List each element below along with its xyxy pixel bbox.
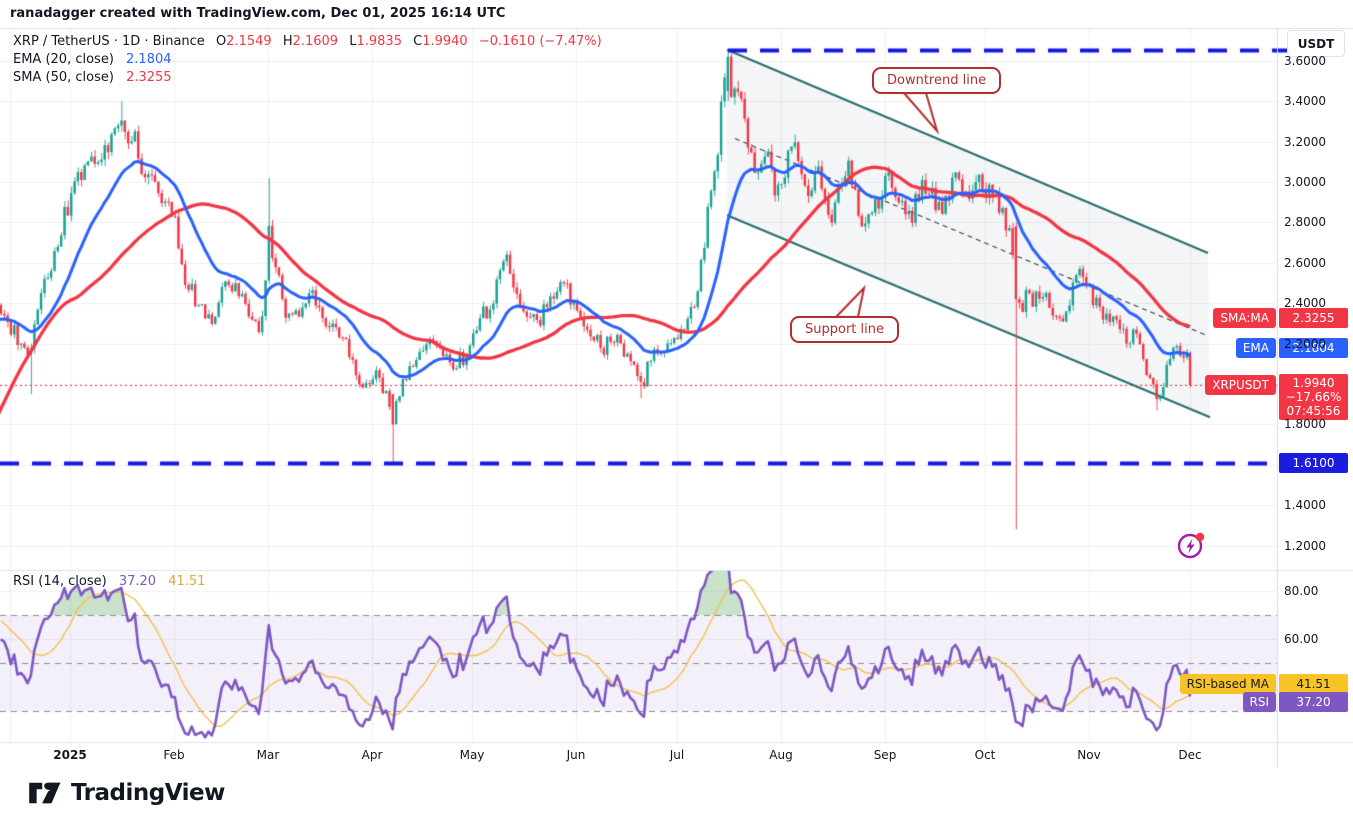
rsi-ma-value: 41.51 xyxy=(168,574,206,589)
ema-axis-chip: 2.1804 xyxy=(1279,338,1348,358)
rsi-tick-label: 60.00 xyxy=(1284,632,1319,646)
open-label: O xyxy=(215,34,227,49)
ema-label: EMA (20, close) xyxy=(13,52,114,67)
change-value: −0.1610 (−7.47%) xyxy=(478,34,602,49)
symbol-legend-row[interactable]: XRP / TetherUS · 1D · Binance O2.1549 H2… xyxy=(13,33,602,51)
rsi-axis-flag: RSI xyxy=(1242,692,1276,712)
support-level-axis-chip: 1.6100 xyxy=(1279,453,1348,473)
price-tick-label: 1.8000 xyxy=(1284,417,1326,432)
sma-axis-chip: 2.3255 xyxy=(1279,308,1348,328)
change-percent: −17.66% xyxy=(1285,390,1342,404)
rsi-tick-label: 80.00 xyxy=(1284,584,1319,598)
downtrend-line-callout[interactable]: Downtrend line xyxy=(872,67,1002,94)
low-value: 1.9835 xyxy=(356,34,402,49)
sma-value: 2.3255 xyxy=(126,70,172,85)
support-line-callout[interactable]: Support line xyxy=(790,316,899,343)
time-tick-aug: Aug xyxy=(769,748,793,762)
price-tick-label: 3.0000 xyxy=(1284,175,1326,189)
symbol-axis-flag: XRPUSDT xyxy=(1205,375,1276,395)
ema-value: 2.1804 xyxy=(126,52,172,67)
tradingview-logo[interactable]: TradingView xyxy=(28,780,225,806)
close-label: C xyxy=(413,34,423,49)
price-tick-label: 2.8000 xyxy=(1284,215,1326,230)
price-tick-label: 2.2000 xyxy=(1284,336,1326,351)
price-tick-label: 2.4000 xyxy=(1284,296,1326,311)
time-tick-apr: Apr xyxy=(361,748,383,762)
symbol-title: XRP / TetherUS · 1D · Binance xyxy=(13,34,205,49)
time-tick-jun: Jun xyxy=(566,748,586,762)
tradingview-logo-text: TradingView xyxy=(71,780,225,806)
rsi-value: 37.20 xyxy=(118,574,157,589)
time-tick-dec: Dec xyxy=(1178,748,1202,762)
sma-legend-row[interactable]: SMA (50, close) 2.3255 xyxy=(13,69,602,87)
price-tick-label: 3.2000 xyxy=(1284,134,1326,149)
tradingview-logo-mark xyxy=(28,780,62,806)
attribution-text: ranadagger created with TradingView.com,… xyxy=(10,6,506,21)
close-value: 1.9940 xyxy=(422,34,468,49)
currency-usdt-button[interactable]: USDT xyxy=(1287,30,1345,57)
open-value: 2.1549 xyxy=(226,34,272,49)
time-tick-mar: Mar xyxy=(256,748,280,762)
ema-axis-flag: EMA xyxy=(1235,338,1276,358)
sma-label: SMA (50, close) xyxy=(13,70,114,85)
high-label: H xyxy=(282,34,293,49)
rsi-ma-axis-chip: 41.51 xyxy=(1279,674,1348,694)
time-tick-oct: Oct xyxy=(974,748,996,762)
flash-alert-icon[interactable] xyxy=(1176,530,1206,560)
rsi-ma-axis-flag: RSI-based MA xyxy=(1179,674,1276,694)
bar-countdown: 07:45:56 xyxy=(1286,404,1341,418)
price-chart-canvas[interactable] xyxy=(0,28,1353,768)
sma-axis-flag: SMA:MA xyxy=(1213,308,1276,328)
time-tick-nov: Nov xyxy=(1077,748,1101,762)
ema-legend-row[interactable]: EMA (20, close) 2.1804 xyxy=(13,51,602,69)
last-price-axis-chip: 1.9940 −17.66% 07:45:56 xyxy=(1279,374,1348,420)
time-tick-2025: 2025 xyxy=(53,748,87,762)
time-tick-may: May xyxy=(459,748,485,762)
time-tick-jul: Jul xyxy=(669,748,685,762)
low-label: L xyxy=(349,34,357,49)
price-tick-label: 2.6000 xyxy=(1284,255,1326,270)
last-price: 1.9940 xyxy=(1292,376,1335,390)
price-tick-label: 3.6000 xyxy=(1284,53,1326,68)
price-tick-label: 1.4000 xyxy=(1284,498,1326,513)
chart-legend[interactable]: XRP / TetherUS · 1D · Binance O2.1549 H2… xyxy=(13,33,602,87)
rsi-label: RSI (14, close) xyxy=(13,574,107,589)
rsi-axis-chip: 37.20 xyxy=(1279,692,1348,712)
high-value: 2.1609 xyxy=(292,34,339,49)
time-tick-sep: Sep xyxy=(873,748,897,762)
time-tick-feb: Feb xyxy=(163,748,185,762)
price-tick-label: 1.2000 xyxy=(1284,538,1326,553)
price-tick-label: 3.4000 xyxy=(1284,94,1326,109)
rsi-legend-row[interactable]: RSI (14, close) 37.20 41.51 xyxy=(13,574,205,589)
